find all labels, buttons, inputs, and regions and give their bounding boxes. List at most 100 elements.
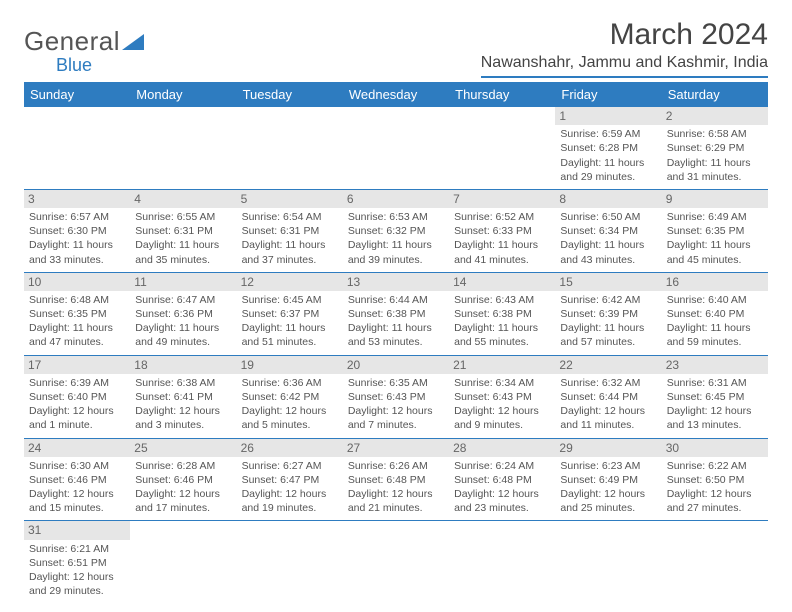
day-number: 17 [24,356,130,374]
daylight-text: Daylight: 12 hours and 23 minutes. [454,487,550,515]
sunrise-text: Sunrise: 6:27 AM [242,459,338,473]
day-number: 21 [449,356,555,374]
daylight-text: Daylight: 11 hours and 33 minutes. [29,238,125,266]
day-number: 8 [555,190,661,208]
calendar-table: SundayMondayTuesdayWednesdayThursdayFrid… [24,82,768,603]
day-number: 18 [130,356,236,374]
sunset-text: Sunset: 6:38 PM [348,307,444,321]
sunrise-text: Sunrise: 6:53 AM [348,210,444,224]
empty-cell [449,107,555,189]
sunset-text: Sunset: 6:30 PM [29,224,125,238]
sunset-text: Sunset: 6:36 PM [135,307,231,321]
daylight-text: Daylight: 12 hours and 27 minutes. [667,487,763,515]
daylight-text: Daylight: 11 hours and 51 minutes. [242,321,338,349]
empty-cell [343,107,449,189]
sunrise-text: Sunrise: 6:58 AM [667,127,763,141]
day-number: 6 [343,190,449,208]
day-number: 7 [449,190,555,208]
sunrise-text: Sunrise: 6:30 AM [29,459,125,473]
day-cell: 18Sunrise: 6:38 AMSunset: 6:41 PMDayligh… [130,355,236,438]
calendar-row: 31Sunrise: 6:21 AMSunset: 6:51 PMDayligh… [24,521,768,603]
day-number: 3 [24,190,130,208]
weekday-header: Thursday [449,82,555,107]
empty-cell [662,521,768,603]
empty-cell [237,521,343,603]
day-cell: 27Sunrise: 6:26 AMSunset: 6:48 PMDayligh… [343,438,449,521]
empty-cell [130,107,236,189]
day-number: 9 [662,190,768,208]
day-cell: 9Sunrise: 6:49 AMSunset: 6:35 PMDaylight… [662,189,768,272]
day-number: 27 [343,439,449,457]
weekday-header: Wednesday [343,82,449,107]
sunrise-text: Sunrise: 6:36 AM [242,376,338,390]
sunrise-text: Sunrise: 6:44 AM [348,293,444,307]
day-cell: 17Sunrise: 6:39 AMSunset: 6:40 PMDayligh… [24,355,130,438]
sunset-text: Sunset: 6:40 PM [667,307,763,321]
day-cell: 20Sunrise: 6:35 AMSunset: 6:43 PMDayligh… [343,355,449,438]
weekday-header: Monday [130,82,236,107]
day-number: 22 [555,356,661,374]
calendar-row: 1Sunrise: 6:59 AMSunset: 6:28 PMDaylight… [24,107,768,189]
sunrise-text: Sunrise: 6:48 AM [29,293,125,307]
day-cell: 3Sunrise: 6:57 AMSunset: 6:30 PMDaylight… [24,189,130,272]
sunset-text: Sunset: 6:51 PM [29,556,125,570]
day-cell: 16Sunrise: 6:40 AMSunset: 6:40 PMDayligh… [662,272,768,355]
sunset-text: Sunset: 6:37 PM [242,307,338,321]
day-cell: 5Sunrise: 6:54 AMSunset: 6:31 PMDaylight… [237,189,343,272]
day-cell: 1Sunrise: 6:59 AMSunset: 6:28 PMDaylight… [555,107,661,189]
sunset-text: Sunset: 6:43 PM [348,390,444,404]
calendar-body: 1Sunrise: 6:59 AMSunset: 6:28 PMDaylight… [24,107,768,603]
day-cell: 26Sunrise: 6:27 AMSunset: 6:47 PMDayligh… [237,438,343,521]
daylight-text: Daylight: 11 hours and 29 minutes. [560,156,656,184]
daylight-text: Daylight: 12 hours and 11 minutes. [560,404,656,432]
sunset-text: Sunset: 6:35 PM [667,224,763,238]
day-number: 2 [662,107,768,125]
daylight-text: Daylight: 12 hours and 15 minutes. [29,487,125,515]
day-number: 30 [662,439,768,457]
daylight-text: Daylight: 11 hours and 35 minutes. [135,238,231,266]
sunset-text: Sunset: 6:39 PM [560,307,656,321]
sunrise-text: Sunrise: 6:31 AM [667,376,763,390]
daylight-text: Daylight: 12 hours and 3 minutes. [135,404,231,432]
sunrise-text: Sunrise: 6:55 AM [135,210,231,224]
sunset-text: Sunset: 6:46 PM [135,473,231,487]
empty-cell [343,521,449,603]
calendar-row: 10Sunrise: 6:48 AMSunset: 6:35 PMDayligh… [24,272,768,355]
day-cell: 2Sunrise: 6:58 AMSunset: 6:29 PMDaylight… [662,107,768,189]
day-cell: 25Sunrise: 6:28 AMSunset: 6:46 PMDayligh… [130,438,236,521]
sunset-text: Sunset: 6:44 PM [560,390,656,404]
daylight-text: Daylight: 12 hours and 19 minutes. [242,487,338,515]
daylight-text: Daylight: 11 hours and 57 minutes. [560,321,656,349]
day-number: 4 [130,190,236,208]
weekday-header: Saturday [662,82,768,107]
day-number: 20 [343,356,449,374]
sunset-text: Sunset: 6:45 PM [667,390,763,404]
daylight-text: Daylight: 11 hours and 43 minutes. [560,238,656,266]
day-cell: 13Sunrise: 6:44 AMSunset: 6:38 PMDayligh… [343,272,449,355]
day-number: 28 [449,439,555,457]
daylight-text: Daylight: 11 hours and 53 minutes. [348,321,444,349]
sunrise-text: Sunrise: 6:21 AM [29,542,125,556]
daylight-text: Daylight: 11 hours and 39 minutes. [348,238,444,266]
day-cell: 23Sunrise: 6:31 AMSunset: 6:45 PMDayligh… [662,355,768,438]
sunrise-text: Sunrise: 6:38 AM [135,376,231,390]
sunset-text: Sunset: 6:49 PM [560,473,656,487]
location: Nawanshahr, Jammu and Kashmir, India [481,54,768,71]
day-cell: 6Sunrise: 6:53 AMSunset: 6:32 PMDaylight… [343,189,449,272]
empty-cell [449,521,555,603]
day-number: 29 [555,439,661,457]
sunrise-text: Sunrise: 6:45 AM [242,293,338,307]
sunrise-text: Sunrise: 6:47 AM [135,293,231,307]
sunset-text: Sunset: 6:34 PM [560,224,656,238]
sunrise-text: Sunrise: 6:40 AM [667,293,763,307]
sunrise-text: Sunrise: 6:35 AM [348,376,444,390]
day-cell: 29Sunrise: 6:23 AMSunset: 6:49 PMDayligh… [555,438,661,521]
day-number: 31 [24,521,130,539]
daylight-text: Daylight: 11 hours and 37 minutes. [242,238,338,266]
calendar-row: 24Sunrise: 6:30 AMSunset: 6:46 PMDayligh… [24,438,768,521]
day-number: 5 [237,190,343,208]
daylight-text: Daylight: 12 hours and 17 minutes. [135,487,231,515]
day-number: 16 [662,273,768,291]
daylight-text: Daylight: 12 hours and 5 minutes. [242,404,338,432]
day-cell: 31Sunrise: 6:21 AMSunset: 6:51 PMDayligh… [24,521,130,603]
